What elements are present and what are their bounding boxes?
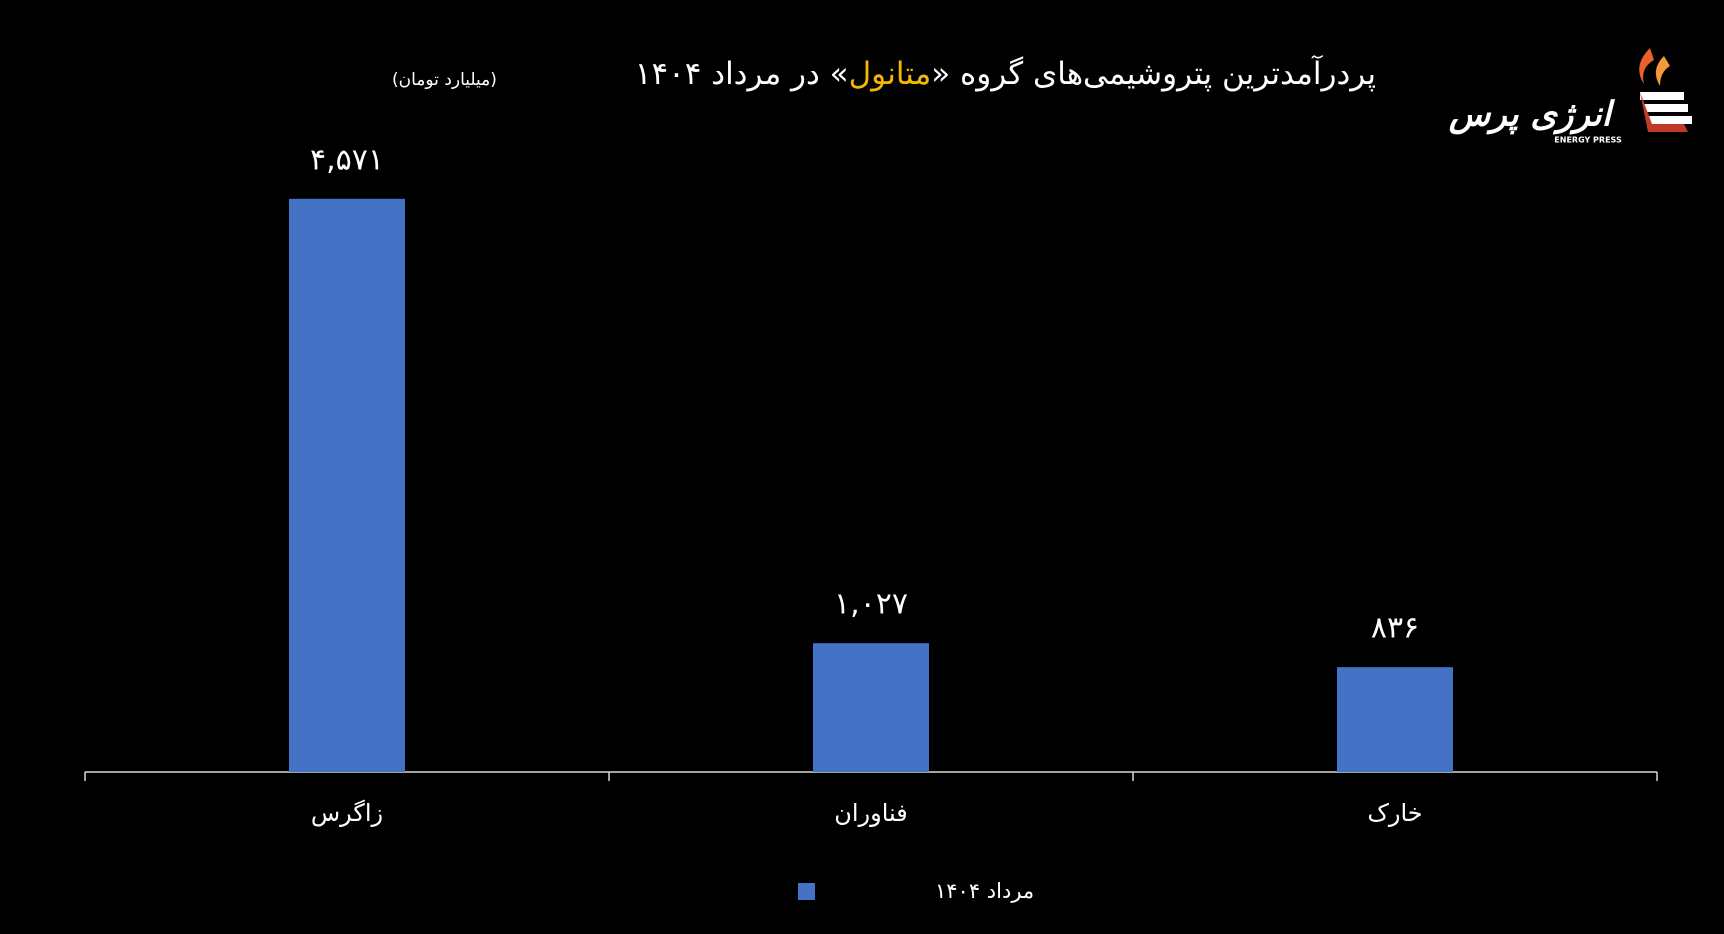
- logo-stripes: [1640, 92, 1692, 124]
- logo-name: انرژی پرس: [1448, 95, 1616, 135]
- logo-flame: [1639, 48, 1654, 84]
- bar: [289, 198, 405, 772]
- value-label: ۸۳۶: [1371, 611, 1419, 646]
- logo: انرژی پرس ENERGY PRESS: [1448, 48, 1692, 145]
- legend-label: مرداد ۱۴۰۴: [935, 879, 1034, 903]
- title-part: پردرآمدترین پتروشیمی‌های گروه «: [931, 56, 1376, 92]
- logo-base: [1640, 92, 1688, 132]
- x-tick-label: زاگرس: [311, 799, 383, 827]
- logo-subtitle: ENERGY PRESS: [1554, 136, 1622, 145]
- logo-flame: [1655, 56, 1670, 86]
- bar: [813, 643, 929, 772]
- value-label: ۴,۵۷۱: [310, 142, 384, 177]
- bar: [1337, 667, 1453, 772]
- legend-marker: [798, 883, 815, 900]
- chart-subtitle: (میلیارد تومان): [392, 70, 497, 90]
- title-highlight: متانول: [848, 56, 932, 92]
- chart-title: پردرآمدترین پتروشیمی‌های گروه «متانول» د…: [635, 56, 1376, 92]
- value-label: ۱,۰۲۷: [834, 587, 908, 622]
- title-part: » در مرداد ۱۴۰۴: [634, 56, 849, 92]
- x-tick-label: فناوران: [834, 799, 908, 827]
- x-tick-label: خارک: [1367, 799, 1422, 827]
